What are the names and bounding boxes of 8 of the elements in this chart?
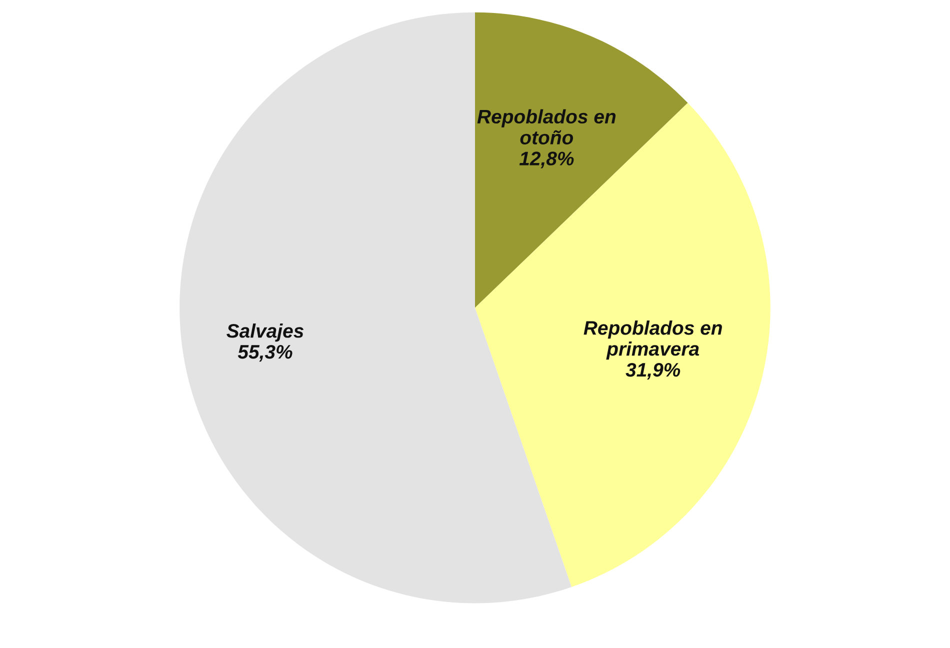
data-label: 55,3%	[238, 344, 292, 362]
slice-label: Repoblados en otoño	[477, 109, 616, 144]
pie-slice	[475, 102, 770, 587]
slice-label: Repoblados en primavera	[584, 320, 722, 360]
pie-slice	[475, 12, 688, 308]
slice-label: Salvajes	[226, 324, 304, 342]
data-label: 31,9%	[626, 362, 680, 380]
data-label: 12,8%	[519, 152, 574, 168]
